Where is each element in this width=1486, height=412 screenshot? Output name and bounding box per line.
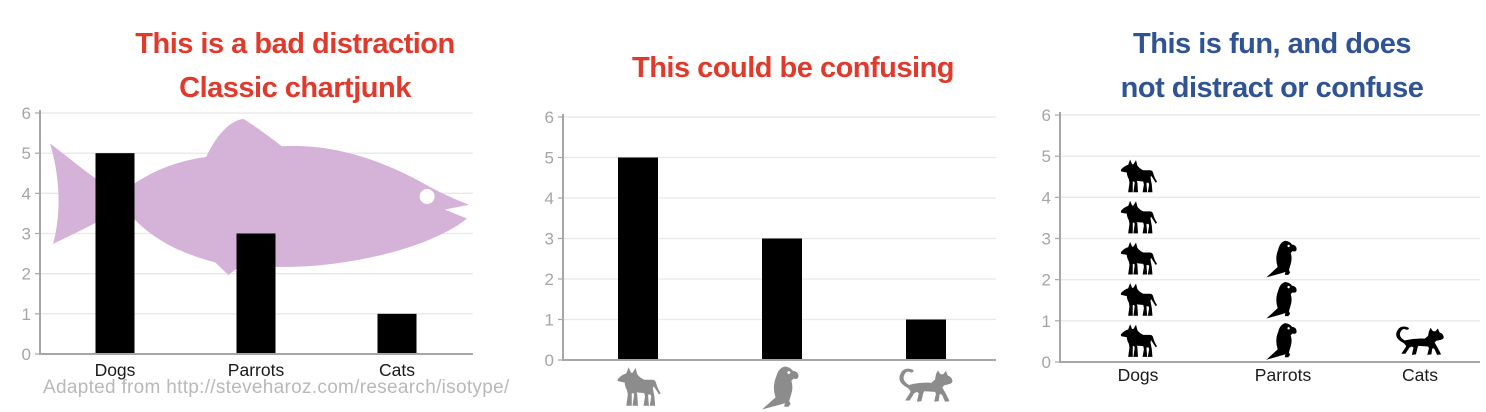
isotype-pictograph-chart: 0 1 2 3 4 5 6 Dogs Parrots Cats xyxy=(1042,106,1480,385)
parrot-icon xyxy=(1266,240,1297,278)
bar-parrots xyxy=(762,238,802,360)
cat-icon xyxy=(1396,325,1446,357)
y-tick-label: 5 xyxy=(545,149,554,168)
bar-cats xyxy=(906,319,946,360)
chart-title-line: not distract or confuse xyxy=(1120,72,1424,104)
dog-icon xyxy=(1120,283,1158,316)
parrot-icon xyxy=(1266,323,1297,360)
y-tick-label: 3 xyxy=(22,225,31,244)
chart-title-icon-axis: This could be confusing xyxy=(588,46,998,90)
chartjunk-bar-chart: 0 1 2 3 4 5 6 Dogs Parrots Cats xyxy=(22,104,473,380)
category-label-dogs: Dogs xyxy=(1118,365,1159,385)
y-tick-label: 0 xyxy=(1042,353,1051,372)
fish-eye xyxy=(419,189,435,204)
icon-axis-bar-chart: 0 1 2 3 4 5 6 xyxy=(545,108,996,410)
category-label-cats: Cats xyxy=(379,360,415,380)
bar-dogs xyxy=(95,153,135,354)
y-tick-label: 0 xyxy=(545,351,554,370)
y-tick-label: 4 xyxy=(22,184,31,203)
y-tick-label: 1 xyxy=(545,311,554,330)
bar-dogs xyxy=(618,157,658,360)
category-label-parrots: Parrots xyxy=(1255,365,1312,385)
y-tick-label: 3 xyxy=(1042,230,1051,249)
y-tick-label: 5 xyxy=(1042,147,1051,166)
cat-icon-label xyxy=(901,370,952,402)
parrot-icon xyxy=(1266,281,1297,319)
bar-cats xyxy=(377,313,417,354)
y-tick-label: 3 xyxy=(545,230,554,249)
dog-icon xyxy=(1120,324,1158,357)
y-tick-label: 6 xyxy=(1042,106,1051,125)
chart-title-line: This is fun, and does xyxy=(1133,28,1411,60)
y-tick-label: 0 xyxy=(22,345,31,364)
category-label-cats: Cats xyxy=(1402,365,1438,385)
bar-parrots xyxy=(236,233,276,354)
y-tick-label: 1 xyxy=(22,305,31,324)
chart-title-isotype: This is fun, and does not distract or co… xyxy=(1062,22,1482,110)
y-tick-label: 6 xyxy=(545,108,554,127)
chart-panel-icon-axis: This could be confusing 0 1 2 3 4 5 6 xyxy=(500,0,1000,412)
y-tick-label: 5 xyxy=(22,144,31,163)
chart-panel-chartjunk: This is a bad distraction Classic chartj… xyxy=(0,0,510,412)
chart-panel-isotype: This is fun, and does not distract or co… xyxy=(1000,0,1486,412)
y-tick-label: 4 xyxy=(545,189,554,208)
y-tick-label: 1 xyxy=(1042,312,1051,331)
dog-icon xyxy=(1120,159,1158,193)
parrot-icon-label xyxy=(761,366,799,410)
dog-icon xyxy=(1120,200,1158,234)
dog-icon xyxy=(1120,241,1158,275)
category-label-dogs: Dogs xyxy=(95,360,136,380)
category-label-parrots: Parrots xyxy=(228,360,285,380)
y-tick-label: 2 xyxy=(1042,271,1051,290)
dog-icon-label xyxy=(617,367,661,406)
chart-title-line: This could be confusing xyxy=(632,52,955,84)
source-attribution: Adapted from http://steveharoz.com/resea… xyxy=(43,377,510,398)
chart-title-chartjunk: This is a bad distraction Classic chartj… xyxy=(90,22,500,110)
y-tick-label: 6 xyxy=(22,104,31,123)
y-tick-label: 4 xyxy=(1042,188,1051,207)
chart-title-line: This is a bad distraction xyxy=(135,28,455,60)
y-tick-label: 2 xyxy=(22,265,31,284)
y-tick-label: 2 xyxy=(545,270,554,289)
chart-title-line: Classic chartjunk xyxy=(179,72,411,104)
